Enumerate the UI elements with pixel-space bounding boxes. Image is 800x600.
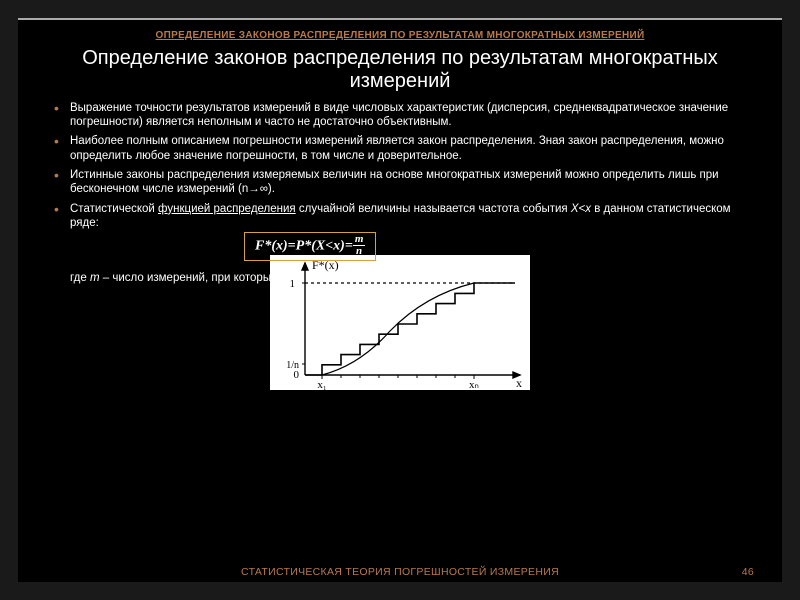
formula-lhs: F*(x)=P*(X<x)= xyxy=(255,238,353,253)
xtick-label-xn: xₙ xyxy=(469,379,479,390)
denominator: n xyxy=(354,246,364,257)
list-item: Статистической функцией распределения сл… xyxy=(54,202,756,231)
cdf-chart: F*(x) 1 1/n 0 x₁ xₙ x xyxy=(270,255,530,390)
text: случайной величины называется частота со… xyxy=(296,203,571,215)
footer: СТАТИСТИЧЕСКАЯ ТЕОРИЯ ПОГРЕШНОСТЕЙ ИЗМЕР… xyxy=(18,566,782,578)
math-inline: X<x xyxy=(571,203,591,215)
var-m: m xyxy=(90,272,100,284)
formula-box: F*(x)=P*(X<x)=mn xyxy=(244,232,376,261)
xtick-label-x1: x₁ xyxy=(317,379,327,390)
list-item: Наиболее полным описанием погрешности из… xyxy=(54,134,756,163)
ytick-label-0: 0 xyxy=(294,369,300,381)
page-number: 46 xyxy=(742,566,754,578)
list-item: Истинные законы распределения измеряемых… xyxy=(54,168,756,197)
list-item: Выражение точности результатов измерений… xyxy=(54,101,756,130)
fraction: mn xyxy=(353,234,366,257)
slide-title: Определение законов распределения по рез… xyxy=(44,47,756,93)
underlined-term: функцией распределения xyxy=(158,203,296,215)
x-axis-label: x xyxy=(516,376,522,390)
slide: ОПРЕДЕЛЕНИЕ ЗАКОНОВ РАСПРЕДЕЛЕНИЯ ПО РЕЗ… xyxy=(18,18,782,582)
text: Статистической xyxy=(70,203,158,215)
text: где xyxy=(70,272,90,284)
bullet-list: Выражение точности результатов измерений… xyxy=(44,101,756,231)
footer-text: СТАТИСТИЧЕСКАЯ ТЕОРИЯ ПОГРЕШНОСТЕЙ ИЗМЕР… xyxy=(241,566,559,578)
text: – число измерений, при которых xyxy=(100,272,280,284)
header-small: ОПРЕДЕЛЕНИЕ ЗАКОНОВ РАСПРЕДЕЛЕНИЯ ПО РЕЗ… xyxy=(44,30,756,43)
ytick-label-1: 1 xyxy=(290,278,296,290)
chart-bg xyxy=(270,255,530,390)
